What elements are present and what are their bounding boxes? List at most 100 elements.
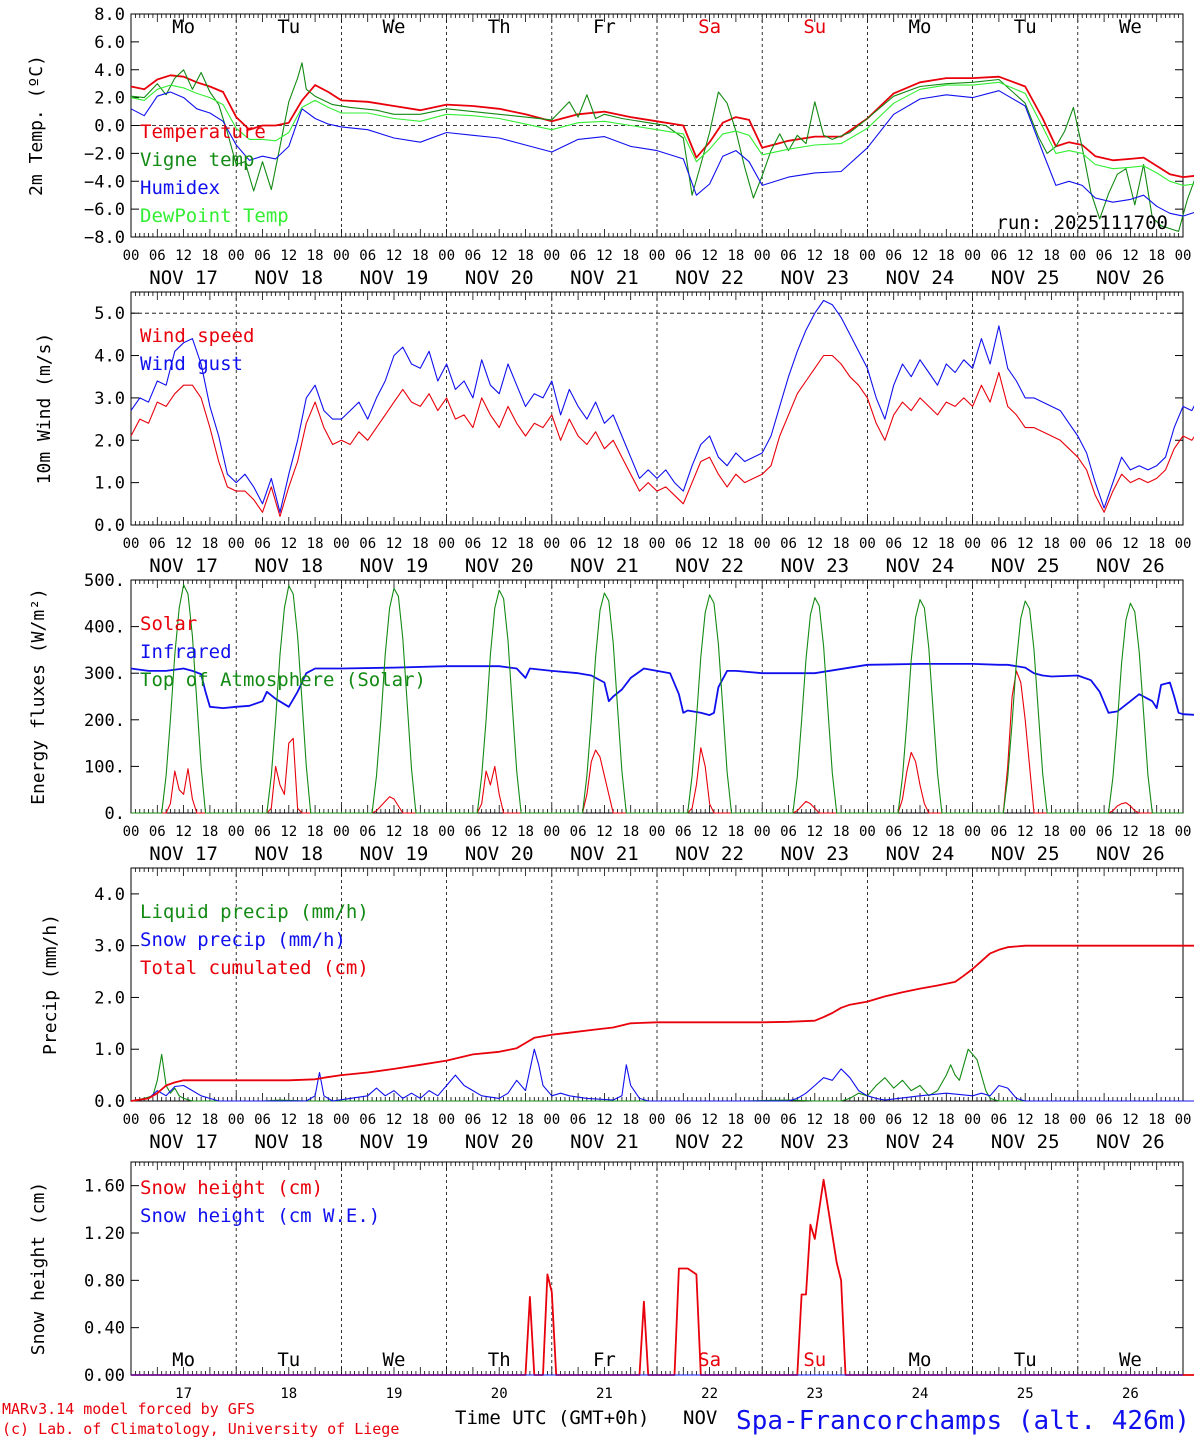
energy-hour-tick-label: 12 <box>701 824 718 840</box>
wind-hour-tick-label: 18 <box>517 536 534 552</box>
precip-hour-tick-label: 06 <box>570 1112 587 1128</box>
wind-y-tick-label: 1.0 <box>94 474 125 494</box>
temp-hour-tick-label: 18 <box>517 248 534 264</box>
precip-y-tick-label: 1.0 <box>94 1040 125 1060</box>
temp-date-label: NOV 24 <box>886 267 955 289</box>
wind-hour-tick-label: 12 <box>386 536 403 552</box>
precip-hour-tick-label: 00 <box>1069 1112 1086 1128</box>
precip-hour-tick-label: 12 <box>701 1112 718 1128</box>
temp-hour-tick-label: 18 <box>412 248 429 264</box>
snow-y-tick-label: 1.20 <box>84 1224 125 1244</box>
temp-hour-tick-label: 06 <box>149 248 166 264</box>
precip-hour-tick-label: 00 <box>859 1112 876 1128</box>
snow-y-axis-title: Snow height (cm) <box>28 1182 49 1355</box>
temp-legend-item: Temperature <box>140 121 266 143</box>
precip-date-label: NOV 19 <box>360 1131 429 1153</box>
wind-date-label: NOV 21 <box>570 555 639 577</box>
temp-hour-tick-label: 00 <box>1069 248 1086 264</box>
wind-hour-tick-label: 00 <box>964 536 981 552</box>
energy-hour-tick-label: 00 <box>964 824 981 840</box>
wind-y-axis-title: 10m Wind (m/s) <box>34 333 55 485</box>
energy-hour-tick-label: 18 <box>1043 824 1060 840</box>
energy-hour-tick-label: 06 <box>464 824 481 840</box>
temp-hour-tick-label: 06 <box>254 248 271 264</box>
precip-hour-tick-label: 00 <box>649 1112 666 1128</box>
temp-hour-tick-label: 12 <box>912 248 929 264</box>
snow-day-number-label: 25 <box>1017 1386 1034 1402</box>
energy-hour-tick-label: 00 <box>123 824 140 840</box>
energy-hour-tick-label: 18 <box>622 824 639 840</box>
energy-hour-tick-label: 06 <box>780 824 797 840</box>
energy-hour-tick-label: 00 <box>649 824 666 840</box>
temp-legend-item: Humidex <box>140 177 220 199</box>
temp-date-label: NOV 19 <box>360 267 429 289</box>
temp-hour-tick-label: 18 <box>938 248 955 264</box>
wind-hour-tick-label: 18 <box>307 536 324 552</box>
temp-hour-tick-label: 06 <box>464 248 481 264</box>
wind-hour-tick-label: 06 <box>1096 536 1113 552</box>
wind-date-label: NOV 26 <box>1096 555 1165 577</box>
energy-hour-tick-label: 12 <box>596 824 613 840</box>
temp-hour-tick-label: 00 <box>859 248 876 264</box>
temp-weekday-label: Th <box>488 16 511 38</box>
temp-hour-tick-label: 06 <box>990 248 1007 264</box>
precip-date-label: NOV 17 <box>149 1131 218 1153</box>
wind-date-label: NOV 20 <box>465 555 534 577</box>
wind-hour-tick-label: 18 <box>412 536 429 552</box>
snow-weekday-label: Su <box>803 1349 826 1371</box>
precip-hour-tick-label: 12 <box>596 1112 613 1128</box>
wind-hour-tick-label: 12 <box>701 536 718 552</box>
month-label: NOV <box>683 1407 717 1429</box>
snow-weekday-label: Tu <box>1014 1349 1037 1371</box>
precip-series-snow-precip-mm-h <box>130 1048 1194 1102</box>
precip-hour-tick-label: 18 <box>622 1112 639 1128</box>
energy-hour-tick-label: 12 <box>1122 824 1139 840</box>
energy-hour-tick-label: 18 <box>517 824 534 840</box>
temp-series-temperature <box>130 74 1194 179</box>
energy-hour-tick-label: 18 <box>727 824 744 840</box>
precip-date-label: NOV 25 <box>991 1131 1060 1153</box>
temp-hour-tick-label: 06 <box>359 248 376 264</box>
temp-weekday-label: Sa <box>698 16 721 38</box>
temp-hour-tick-label: 12 <box>596 248 613 264</box>
temp-weekday-label: We <box>1119 16 1142 38</box>
wind-y-tick-label: 3.0 <box>94 389 125 409</box>
wind-hour-tick-label: 00 <box>228 536 245 552</box>
wind-date-label: NOV 22 <box>675 555 744 577</box>
temp-hour-tick-label: 06 <box>780 248 797 264</box>
wind-hour-tick-label: 18 <box>727 536 744 552</box>
energy-y-tick-label: 300. <box>84 664 125 684</box>
wind-hour-tick-label: 00 <box>649 536 666 552</box>
wind-hour-tick-label: 00 <box>1069 536 1086 552</box>
energy-hour-tick-label: 00 <box>859 824 876 840</box>
wind-hour-tick-label: 12 <box>491 536 508 552</box>
energy-hour-tick-label: 12 <box>491 824 508 840</box>
energy-hour-tick-label: 00 <box>438 824 455 840</box>
wind-hour-tick-label: 12 <box>912 536 929 552</box>
wind-hour-tick-label: 12 <box>1122 536 1139 552</box>
energy-y-tick-label: 0. <box>105 804 125 824</box>
snow-y-tick-label: 0.80 <box>84 1271 125 1291</box>
wind-series-wind-gust <box>130 299 1194 513</box>
wind-hour-tick-label: 06 <box>885 536 902 552</box>
precip-hour-tick-label: 18 <box>201 1112 218 1128</box>
wind-hour-tick-label: 06 <box>254 536 271 552</box>
energy-hour-tick-label: 06 <box>675 824 692 840</box>
wind-date-label: NOV 19 <box>360 555 429 577</box>
temp-y-axis-title: 2m Temp. (ºC) <box>26 55 47 196</box>
precip-series-total-cumulated-cm <box>130 944 1194 1102</box>
energy-legend-item: Top of Atmosphere (Solar) <box>140 669 426 691</box>
precip-y-tick-label: 2.0 <box>94 988 125 1008</box>
precip-date-label: NOV 26 <box>1096 1131 1165 1153</box>
precip-y-tick-label: 0.0 <box>94 1092 125 1112</box>
temp-y-tick-label: 2.0 <box>94 89 125 109</box>
snow-weekday-label: Fr <box>593 1349 616 1371</box>
precip-hour-tick-label: 00 <box>333 1112 350 1128</box>
temp-weekday-label: Mo <box>909 16 932 38</box>
temp-hour-tick-label: 12 <box>175 248 192 264</box>
precip-hour-tick-label: 12 <box>175 1112 192 1128</box>
precip-hour-tick-label: 12 <box>912 1112 929 1128</box>
energy-y-tick-label: 400. <box>84 618 125 638</box>
run-label: run: 2025111700 <box>996 212 1168 234</box>
